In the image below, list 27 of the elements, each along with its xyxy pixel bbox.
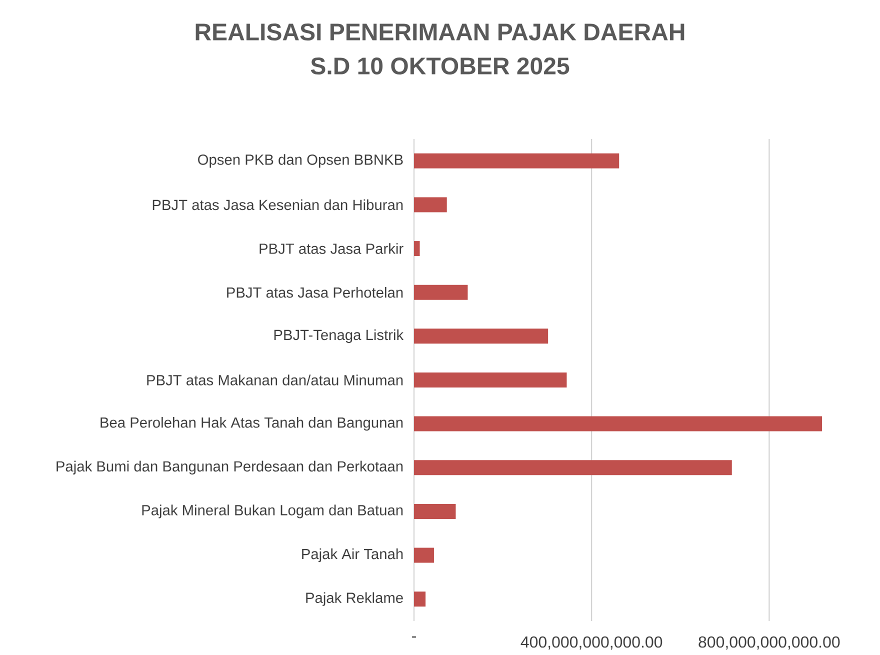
bar [414,328,548,344]
y-tick-label: PBJT-Tenaga Listrik [274,329,404,343]
y-tick-label: Pajak Bumi dan Bangunan Perdesaan dan Perkotaan [56,460,403,474]
x-tick-label: - [412,636,416,638]
y-tick-label: PBJT atas Jasa Kesenian dan Hiburan [152,199,403,210]
y-tick-label: Bea Perolehan Hak Atas Tanah dan Bangunan [100,416,403,431]
chart-title: REALISASI PENERIMAAN PAJAK DAERAH [196,23,684,40]
y-tick-label: Pajak Reklame [306,592,403,606]
bar [414,153,620,168]
bar [414,197,447,212]
y-tick-label: PBJT atas Jasa Parkir [260,243,404,254]
bar [414,592,426,607]
bar [414,548,434,563]
bar [414,504,456,519]
bar [414,241,420,256]
x-tick-label: 400,000,000,000.00 [520,636,662,650]
chart-subtitle: S.D 10 OKTOBER 2025 [310,57,570,74]
x-tick-label: 800,000,000,000.00 [698,636,840,650]
y-tick-label: PBJT atas Jasa Perhotelan [227,286,403,298]
bar [414,372,567,388]
y-tick-label: Pajak Air Tanah [302,548,403,562]
y-tick-label: Opsen PKB dan Opsen BBNKB [198,154,403,168]
y-tick-label: Pajak Mineral Bukan Logam dan Batuan [142,504,403,518]
bar [414,416,822,432]
bar [414,460,732,476]
bar [414,284,468,300]
y-tick-label: PBJT atas Makanan dan/atau Minuman [147,374,403,386]
